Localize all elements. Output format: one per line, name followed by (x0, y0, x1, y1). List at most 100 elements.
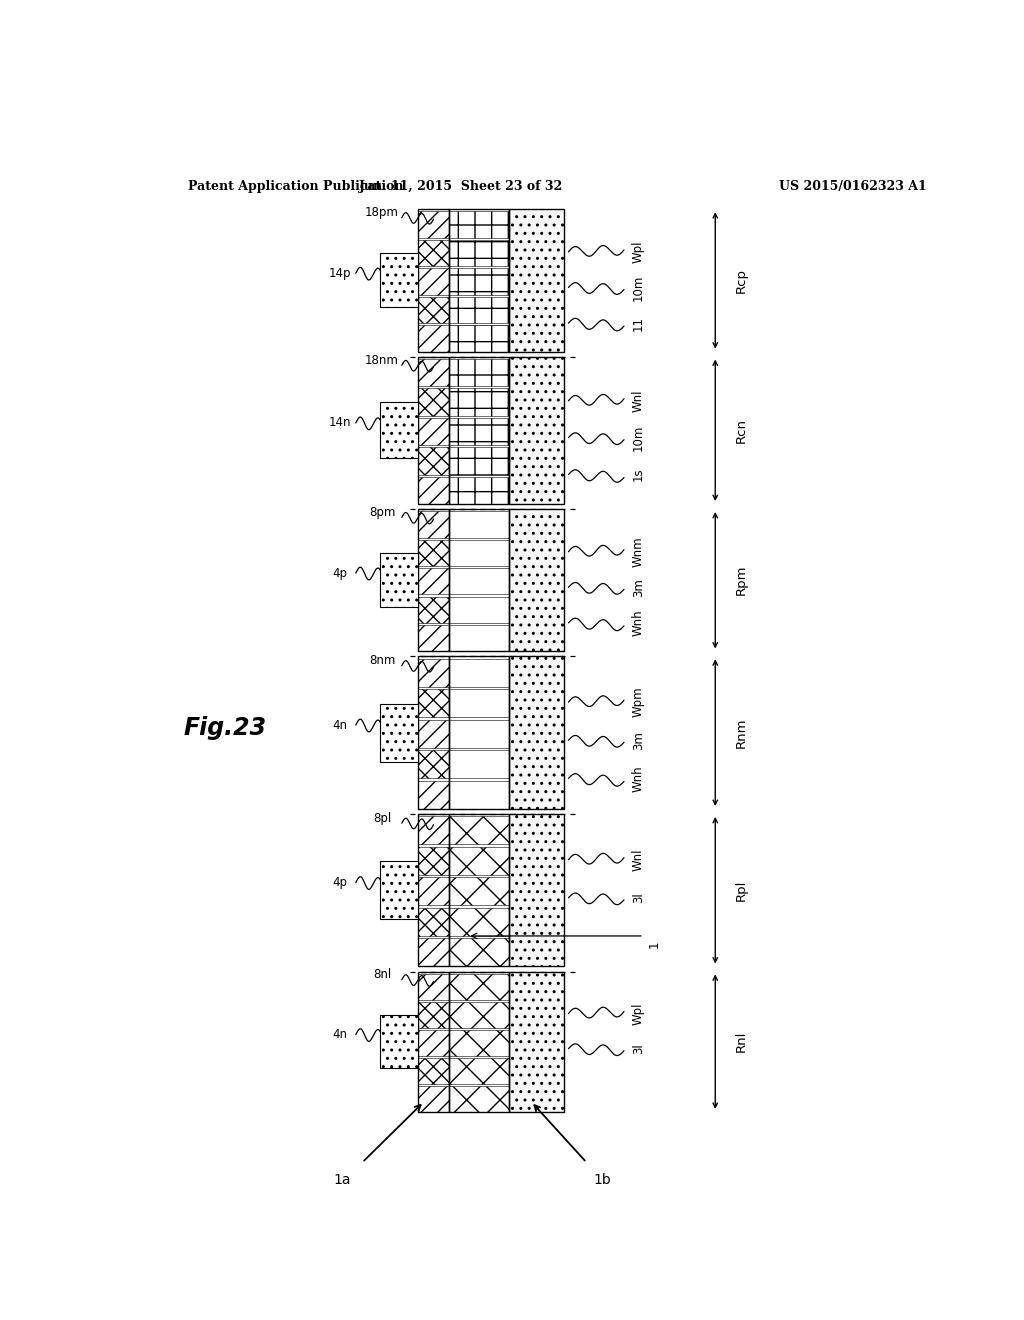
Bar (380, 403, 418, 458)
Text: 8nm: 8nm (369, 653, 395, 667)
Text: 10m: 10m (632, 425, 645, 451)
Bar (380, 1015, 418, 1068)
Bar (418, 359, 450, 385)
Text: Wpm: Wpm (632, 686, 645, 718)
Bar (509, 356, 564, 504)
Text: 14n: 14n (329, 416, 351, 429)
Bar (418, 1086, 450, 1111)
Text: 11: 11 (632, 315, 645, 330)
Bar (418, 750, 450, 779)
Text: Rcn: Rcn (735, 418, 749, 442)
Text: Fig.23: Fig.23 (183, 715, 266, 739)
Bar (509, 510, 564, 651)
Bar (450, 750, 509, 779)
Bar (418, 972, 450, 1111)
Bar (450, 814, 509, 966)
Text: 4p: 4p (333, 876, 347, 890)
Bar (450, 268, 509, 294)
Bar (418, 878, 450, 906)
Bar (418, 297, 450, 323)
Bar (418, 689, 450, 718)
Bar (418, 656, 450, 809)
Bar (418, 659, 450, 686)
Bar (418, 626, 450, 651)
Text: Wpl: Wpl (632, 1002, 645, 1024)
Bar (450, 1057, 509, 1084)
Text: 3m: 3m (632, 731, 645, 750)
Bar (450, 359, 509, 385)
Bar (450, 388, 509, 416)
Text: Jun. 11, 2015  Sheet 23 of 32: Jun. 11, 2015 Sheet 23 of 32 (359, 181, 563, 193)
Bar (418, 1002, 450, 1028)
Bar (450, 211, 509, 238)
Text: 14p: 14p (329, 267, 351, 280)
Text: 10m: 10m (632, 275, 645, 301)
Text: 1: 1 (648, 940, 660, 948)
Bar (450, 974, 509, 999)
Bar (450, 847, 509, 875)
Bar (418, 847, 450, 875)
Bar (450, 597, 509, 623)
Bar (418, 211, 450, 238)
Bar (450, 1002, 509, 1028)
Bar (418, 510, 450, 651)
Bar (450, 689, 509, 718)
Bar (450, 816, 509, 845)
Bar (418, 477, 450, 504)
Bar (450, 656, 509, 809)
Bar (418, 597, 450, 623)
Bar (450, 540, 509, 566)
Text: US 2015/0162323 A1: US 2015/0162323 A1 (778, 181, 927, 193)
Bar (450, 325, 509, 351)
Bar (509, 972, 564, 1111)
Text: Wnl: Wnl (632, 849, 645, 871)
Bar (418, 210, 450, 351)
Bar (450, 878, 509, 906)
Text: 3l: 3l (632, 892, 645, 903)
Bar (450, 1086, 509, 1111)
Text: 3m: 3m (632, 578, 645, 597)
Bar (418, 908, 450, 936)
Text: Wnh: Wnh (632, 766, 645, 792)
Bar (418, 1057, 450, 1084)
Text: Wnl: Wnl (632, 389, 645, 412)
Bar (450, 356, 509, 504)
Bar (450, 477, 509, 504)
Bar (380, 553, 418, 607)
Bar (418, 814, 450, 966)
Bar (509, 210, 564, 351)
Text: 8pm: 8pm (369, 506, 395, 519)
Bar (450, 210, 509, 351)
Text: 8pl: 8pl (373, 812, 391, 825)
Bar (450, 447, 509, 474)
Bar (450, 781, 509, 809)
Bar (509, 814, 564, 966)
Text: 4p: 4p (333, 566, 347, 579)
Bar (380, 704, 418, 762)
Bar (418, 719, 450, 748)
Text: 18nm: 18nm (365, 354, 399, 367)
Bar (450, 511, 509, 537)
Bar (418, 1030, 450, 1056)
Bar (418, 974, 450, 999)
Text: Rnl: Rnl (735, 1031, 749, 1052)
Bar (418, 388, 450, 416)
Bar (450, 626, 509, 651)
Bar (418, 325, 450, 351)
Text: Rpm: Rpm (735, 565, 749, 595)
Bar (450, 418, 509, 445)
Text: Patent Application Publication: Patent Application Publication (187, 181, 403, 193)
Text: 1b: 1b (594, 1172, 611, 1187)
Bar (418, 568, 450, 594)
Bar (509, 656, 564, 809)
Bar (418, 540, 450, 566)
Text: 3l: 3l (632, 1043, 645, 1055)
Bar (450, 240, 509, 267)
Text: Rcp: Rcp (735, 268, 749, 293)
Text: 8nl: 8nl (373, 968, 391, 981)
Bar (450, 568, 509, 594)
Bar (418, 268, 450, 294)
Bar (380, 861, 418, 919)
Text: 1s: 1s (632, 467, 645, 482)
Bar (450, 510, 509, 651)
